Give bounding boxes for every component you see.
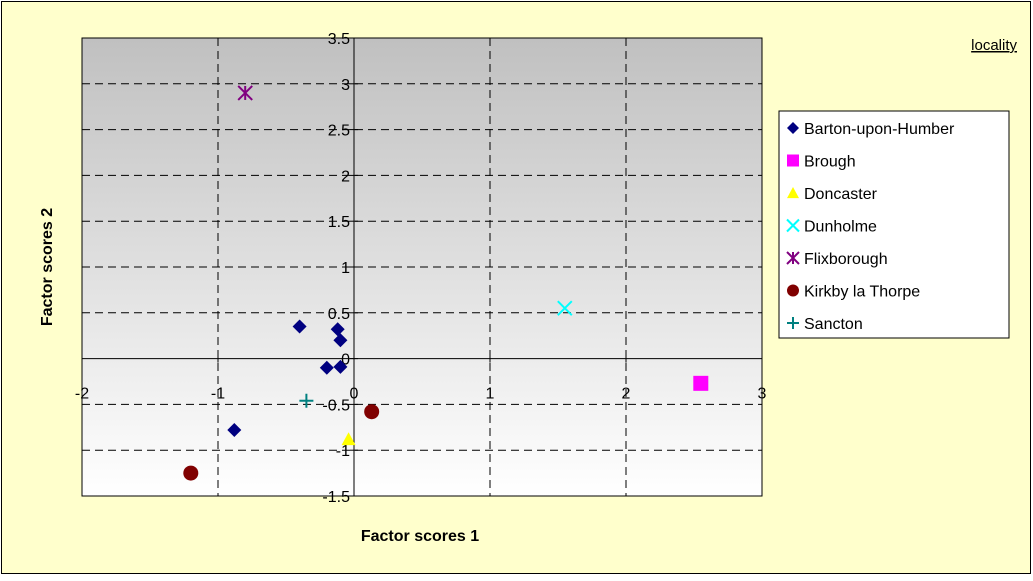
data-point <box>292 319 307 334</box>
data-point <box>299 393 314 408</box>
legend-marker-icon <box>787 317 799 329</box>
legend: Barton-upon-Humber Brough Doncaster Dunholm… <box>778 110 1010 339</box>
data-point <box>341 432 356 446</box>
legend-box <box>778 110 1010 339</box>
legend-marker-icon <box>787 187 799 199</box>
y-tick-label: 2 <box>341 168 350 185</box>
legend-entry-label: Kirkby la Thorpe <box>804 284 920 301</box>
legend-title: locality <box>971 37 1017 54</box>
y-tick-label: -0.5 <box>322 397 350 414</box>
legend-marker-icon <box>787 122 799 134</box>
y-tick-label: 0 <box>341 352 350 369</box>
y-tick-label: -1.5 <box>322 489 350 506</box>
data-point <box>557 300 573 316</box>
y-tick-label: 3 <box>341 77 350 94</box>
legend-marker-icon <box>786 251 800 265</box>
legend-marker-icon <box>787 284 799 297</box>
data-point <box>333 359 348 374</box>
legend-entry-label: Flixborough <box>804 251 888 268</box>
data-point <box>183 465 199 481</box>
x-tick-label: 2 <box>622 386 631 403</box>
x-tick-label: -2 <box>75 386 89 403</box>
gridlines <box>82 38 762 496</box>
y-tick-label: -1 <box>336 443 350 460</box>
data-point <box>693 375 709 391</box>
data-point <box>333 333 348 348</box>
tick-labels: -2 -1 0 1 2 3-1.5-1-0.500.511.522.533.5 <box>75 31 767 506</box>
legend-marker-icon <box>787 154 799 167</box>
y-tick-label: 2.5 <box>328 123 350 140</box>
x-axis-label: Factor scores 1 <box>361 528 479 545</box>
x-tick-label: 1 <box>486 386 495 403</box>
y-tick-label: 3.5 <box>328 31 350 48</box>
x-tick-label: 3 <box>758 386 767 403</box>
axes <box>81 37 763 497</box>
legend-entry-label: Brough <box>804 154 856 171</box>
data-points <box>183 85 709 481</box>
legend-entry-label: Sancton <box>804 316 863 333</box>
y-axis-label: Factor scores 2 <box>39 208 56 326</box>
data-point <box>319 360 334 375</box>
data-point <box>227 423 242 438</box>
data-point <box>364 404 380 420</box>
data-point <box>330 322 345 337</box>
y-tick-label: 1.5 <box>328 214 350 231</box>
legend-marker-icon <box>786 218 800 233</box>
data-point <box>237 85 253 101</box>
legend-entry-label: Dunholme <box>804 219 877 236</box>
y-tick-label: 0.5 <box>328 306 350 323</box>
y-tick-label: 1 <box>341 260 350 277</box>
x-tick-label: 0 <box>350 386 359 403</box>
x-tick-label: -1 <box>211 386 225 403</box>
legend-entry-label: Barton-upon-Humber <box>804 121 955 138</box>
legend-entry-label: Doncaster <box>804 186 878 203</box>
